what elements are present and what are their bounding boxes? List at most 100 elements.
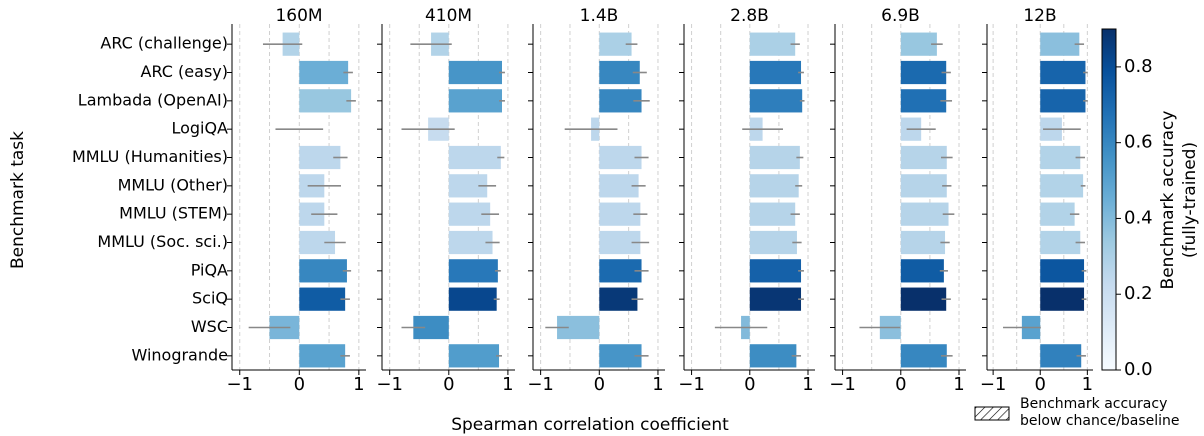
bar [1040,344,1082,368]
bar [749,344,797,368]
bar [749,230,797,255]
bar [299,344,346,368]
colorbar-tick-label: 0.4 [1124,207,1153,228]
panel-title: 2.8B [730,6,769,26]
bar [599,174,639,198]
bar [599,145,642,170]
bar [299,60,349,85]
bar [599,60,640,85]
bar [1040,145,1081,170]
bar [900,145,947,170]
bar [448,60,502,85]
category-label: Winogrande [131,345,228,364]
bar [448,202,491,226]
bar [900,32,937,56]
bar [448,344,500,368]
colorbar-tick-label: 0.0 [1124,359,1153,380]
bar [599,259,642,283]
category-label: ARC (easy) [141,62,228,81]
bar [557,315,600,340]
bar [599,32,632,56]
x-tick-label: 1 [353,374,364,395]
legend-label: Benchmark accuracy [1020,396,1167,412]
colorbar-label: (fully-trained) [1180,142,1200,258]
colorbar-tick-label: 0.8 [1124,56,1153,77]
bar [900,89,947,113]
bar [749,89,803,113]
bar [299,287,346,311]
bar [299,89,352,113]
bar [900,230,946,255]
category-label: MMLU (Other) [118,175,228,194]
bar [749,202,796,226]
category-label: ARC (challenge) [100,34,228,53]
x-tick-label: 0 [294,374,305,395]
x-tick-label: −1 [829,374,856,395]
x-tick-label: 0 [443,374,454,395]
bar [448,174,488,198]
category-label: PiQA [191,260,228,279]
bar [1040,174,1084,198]
bar [1040,89,1086,113]
x-tick-label: −1 [678,374,705,395]
panel-title: 410M [425,6,472,26]
bar [1040,287,1085,311]
bar [749,174,799,198]
bar [900,344,947,368]
bar [299,230,336,255]
colorbar [1101,28,1117,371]
x-tick-label: −1 [226,374,253,395]
category-label: SciQ [192,289,228,308]
x-axis-label: Spearman correlation coefficient [451,415,729,435]
bar [599,202,641,226]
bar [900,60,947,85]
bar [599,89,642,113]
bar [1040,259,1085,283]
category-label: LogiQA [171,119,228,138]
panel-title: 160M [275,6,322,26]
bar [599,344,642,368]
bar [1040,32,1080,56]
bar [599,287,638,311]
x-tick-label: 1 [652,374,663,395]
panel-title: 6.9B [881,6,920,26]
bar [749,287,802,311]
x-tick-label: 0 [1035,374,1046,395]
x-tick-label: 0 [895,374,906,395]
panel-title: 1.4B [580,6,619,26]
x-tick-label: 0 [594,374,605,395]
category-label: WSC [191,317,228,336]
x-tick-label: 1 [1082,374,1093,395]
bar [749,60,802,85]
bar [1040,60,1086,85]
colorbar-label: Benchmark accuracy [1158,111,1178,290]
legend-swatch [974,406,1010,421]
bar [448,259,498,283]
legend-label: below chance/baseline [1020,413,1180,429]
bar [900,174,947,198]
x-tick-label: −1 [376,374,403,395]
x-tick-label: 1 [953,374,964,395]
category-label: MMLU (STEM) [119,204,228,223]
bar [448,287,497,311]
colorbar-tick-label: 0.2 [1124,283,1153,304]
bar [448,145,501,170]
bar [599,230,641,255]
y-axis-label: Benchmark task [8,131,28,269]
bar [448,89,502,113]
bar [900,287,947,311]
x-tick-label: −1 [527,374,554,395]
bar [1040,230,1081,255]
bar [749,259,802,283]
colorbar-tick-label: 0.6 [1124,132,1153,153]
bar [749,32,796,56]
category-label: MMLU (Humanities) [72,147,228,166]
bar [413,315,449,340]
x-tick-label: −1 [980,374,1007,395]
bar [900,202,949,226]
bar [448,230,493,255]
x-tick-label: 1 [502,374,513,395]
bar [299,259,347,283]
category-label: Lambada (OpenAI) [78,90,228,109]
